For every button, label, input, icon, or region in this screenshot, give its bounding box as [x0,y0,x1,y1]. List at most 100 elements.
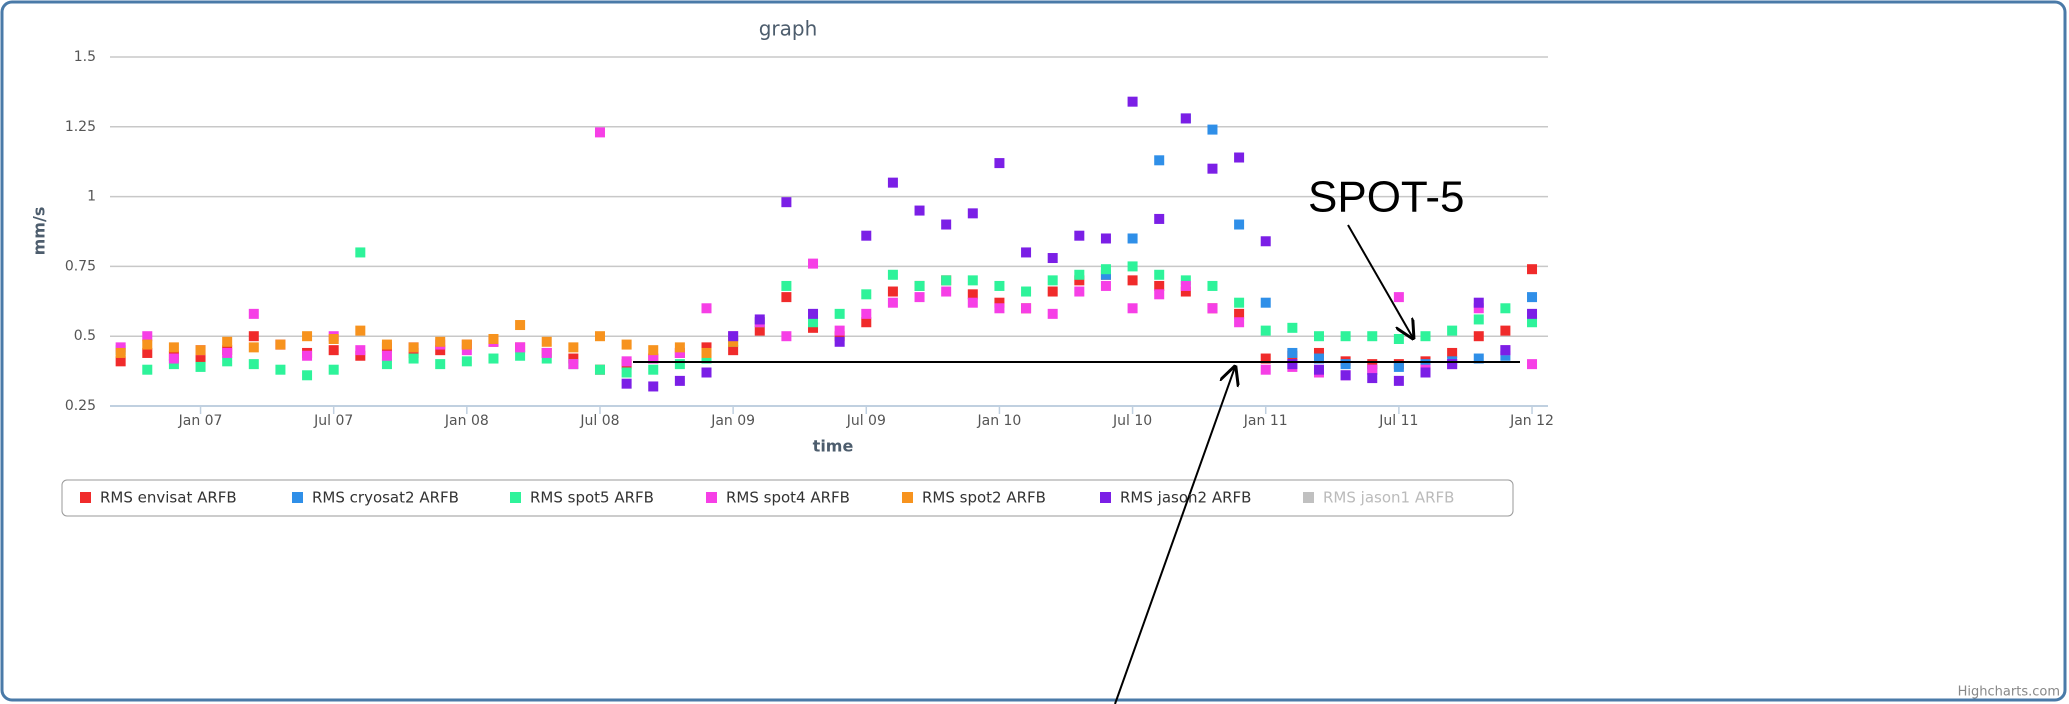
data-point [1367,373,1378,384]
data-point [1260,325,1271,336]
chart-title: graph [759,17,818,41]
data-point [941,286,952,297]
legend-swatch [80,492,91,503]
data-point [1047,308,1058,319]
data-point [914,292,925,303]
data-point [834,325,845,336]
data-point [1287,359,1298,370]
legend-label[interactable]: RMS spot4 ARFB [726,489,850,507]
data-point [435,359,446,370]
data-point [1127,261,1138,272]
data-point [568,342,579,353]
legend-label[interactable]: RMS jason1 ARFB [1323,489,1454,507]
data-point [967,275,978,286]
data-point [1180,286,1191,297]
data-point [168,359,179,370]
data-point [648,381,659,392]
x-tick-label: Jul 08 [579,413,619,429]
data-point [1500,350,1511,361]
data-point [488,353,499,364]
data-point [1180,275,1191,286]
data-point [1287,322,1298,333]
data-point [1127,96,1138,107]
data-point [302,350,313,361]
legend-label[interactable]: RMS envisat ARFB [100,489,237,507]
data-point [1260,236,1271,247]
legend-label[interactable]: RMS spot5 ARFB [530,489,654,507]
data-point [1527,317,1538,328]
legend-label[interactable]: RMS cryosat2 ARFB [312,489,459,507]
legend-label[interactable]: RMS jason2 ARFB [1120,489,1251,507]
data-point [754,314,765,325]
data-point [541,353,552,364]
data-point [1074,230,1085,241]
data-point [115,347,126,358]
data-point [808,322,819,333]
data-point [541,336,552,347]
data-point [1420,367,1431,378]
arrow [1114,367,1235,704]
data-point [568,359,579,370]
data-point [195,345,206,356]
data-point [1340,370,1351,381]
x-tick-label: Jan 09 [710,413,755,429]
data-point [355,325,366,336]
data-point [861,308,872,319]
data-point [1527,308,1538,319]
data-point [1367,331,1378,342]
x-tick-label: Jul 10 [1112,413,1152,429]
y-tick-label: 1.5 [74,49,96,65]
x-tick-label: Jul 09 [846,413,886,429]
data-point [967,289,978,300]
data-point [1260,353,1271,364]
data-point [248,331,259,342]
data-point [1473,353,1484,364]
data-point [994,280,1005,291]
data-point [408,353,419,364]
data-point [115,342,126,353]
data-point [461,345,472,356]
data-point [701,342,712,353]
data-point [1367,359,1378,370]
data-point [994,158,1005,169]
data-point [142,331,153,342]
x-tick-label: Jan 12 [1509,413,1554,429]
data-point [1473,303,1484,314]
data-point [648,345,659,356]
data-point [834,308,845,319]
data-point [621,378,632,389]
data-point [275,364,286,375]
legend-swatch [706,492,717,503]
data-point [1420,359,1431,370]
data-point [408,342,419,353]
data-point [355,350,366,361]
legend-swatch [1303,492,1314,503]
data-point [834,331,845,342]
data-point [222,347,233,358]
data-point [594,127,605,138]
data-point [1074,269,1085,280]
data-point [594,331,605,342]
data-point [1154,289,1165,300]
data-point [728,345,739,356]
legend-label[interactable]: RMS spot2 ARFB [922,489,1046,507]
data-point [781,280,792,291]
data-point [115,356,126,367]
data-point [1234,317,1245,328]
data-point [1127,303,1138,314]
data-point [941,219,952,230]
data-point [1527,359,1538,370]
data-point [621,356,632,367]
data-point [1047,253,1058,264]
data-point [355,247,366,258]
data-point [861,289,872,300]
data-point [1260,297,1271,308]
data-point [808,317,819,328]
data-point [1313,353,1324,364]
x-axis-title: time [813,437,854,456]
legend-swatch [510,492,521,503]
data-point [195,353,206,364]
data-point [967,208,978,219]
data-point [168,342,179,353]
data-point [328,333,339,344]
